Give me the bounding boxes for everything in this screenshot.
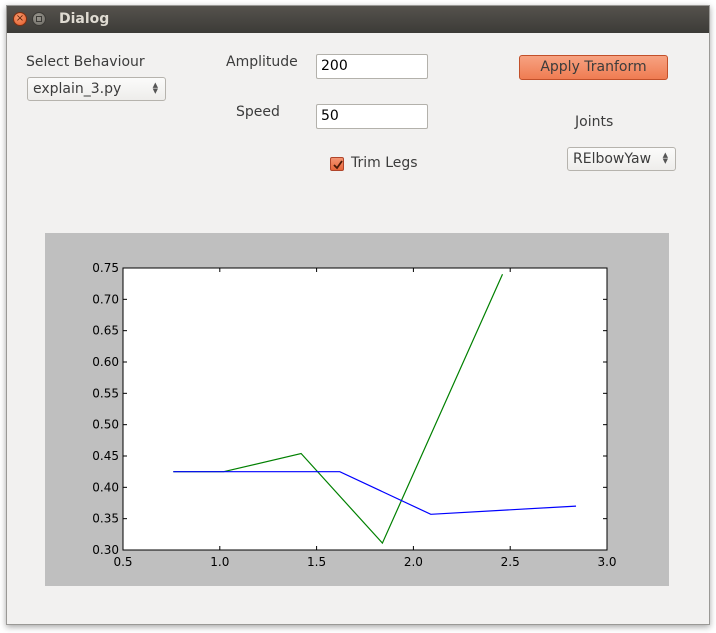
joints-select[interactable]: RElbowYaw ▲ ▼ xyxy=(567,147,676,171)
x-tick-label: 2.5 xyxy=(501,555,520,569)
y-tick-label: 0.40 xyxy=(92,480,119,494)
minimize-icon[interactable] xyxy=(32,12,46,26)
behaviour-select[interactable]: explain_3.py ▲ ▼ xyxy=(27,77,166,101)
line-chart: 0.5 1.0 1.5 2.0 2.5 3.0 0.30 0.35 0.40 0.45 0.50 0.… xyxy=(92,261,616,569)
x-tick-label: 2.0 xyxy=(404,555,423,569)
y-tick-label: 0.75 xyxy=(92,261,119,275)
x-tick-label: 0.5 xyxy=(113,555,132,569)
x-tick-label: 1.0 xyxy=(210,555,229,569)
y-tick-label: 0.50 xyxy=(92,418,119,432)
y-tick-label: 0.30 xyxy=(92,543,119,557)
y-tick-label: 0.45 xyxy=(92,449,119,463)
window-title: Dialog xyxy=(59,11,110,27)
spin-arrows-icon: ▲ ▼ xyxy=(662,151,668,165)
dialog-window: × Dialog Select Behaviour explain_3.py ▲… xyxy=(6,5,710,625)
plot-canvas: 0.5 1.0 1.5 2.0 2.5 3.0 0.30 0.35 0.40 0.45 0.50 0.… xyxy=(45,233,669,586)
joints-label: Joints xyxy=(575,114,614,130)
y-tick-label: 0.70 xyxy=(92,292,119,306)
y-tick-label: 0.35 xyxy=(92,512,119,526)
speed-input[interactable]: 50 xyxy=(316,104,428,129)
amplitude-input[interactable]: 200 xyxy=(316,54,428,79)
close-icon[interactable]: × xyxy=(13,12,27,26)
joints-select-value: RElbowYaw xyxy=(573,151,652,167)
x-tick-label: 3.0 xyxy=(597,555,616,569)
series-line-2 xyxy=(173,471,577,515)
amplitude-label: Amplitude xyxy=(226,54,298,70)
checkmark-icon xyxy=(333,160,343,170)
trim-legs-label[interactable]: Trim Legs xyxy=(351,155,418,171)
x-tick-label: 1.5 xyxy=(307,555,326,569)
trim-legs-checkbox[interactable] xyxy=(330,157,344,171)
speed-label: Speed xyxy=(236,104,280,120)
behaviour-select-value: explain_3.py xyxy=(33,81,122,97)
y-tick-label: 0.65 xyxy=(92,324,119,338)
y-tick-label: 0.55 xyxy=(92,386,119,400)
y-tick-label: 0.60 xyxy=(92,355,119,369)
plot-area xyxy=(122,267,608,551)
apply-transform-button[interactable]: Apply Tranform xyxy=(519,55,668,80)
title-bar: × Dialog xyxy=(7,6,709,33)
spin-arrows-icon: ▲ ▼ xyxy=(152,81,158,95)
behaviour-label: Select Behaviour xyxy=(26,54,145,70)
